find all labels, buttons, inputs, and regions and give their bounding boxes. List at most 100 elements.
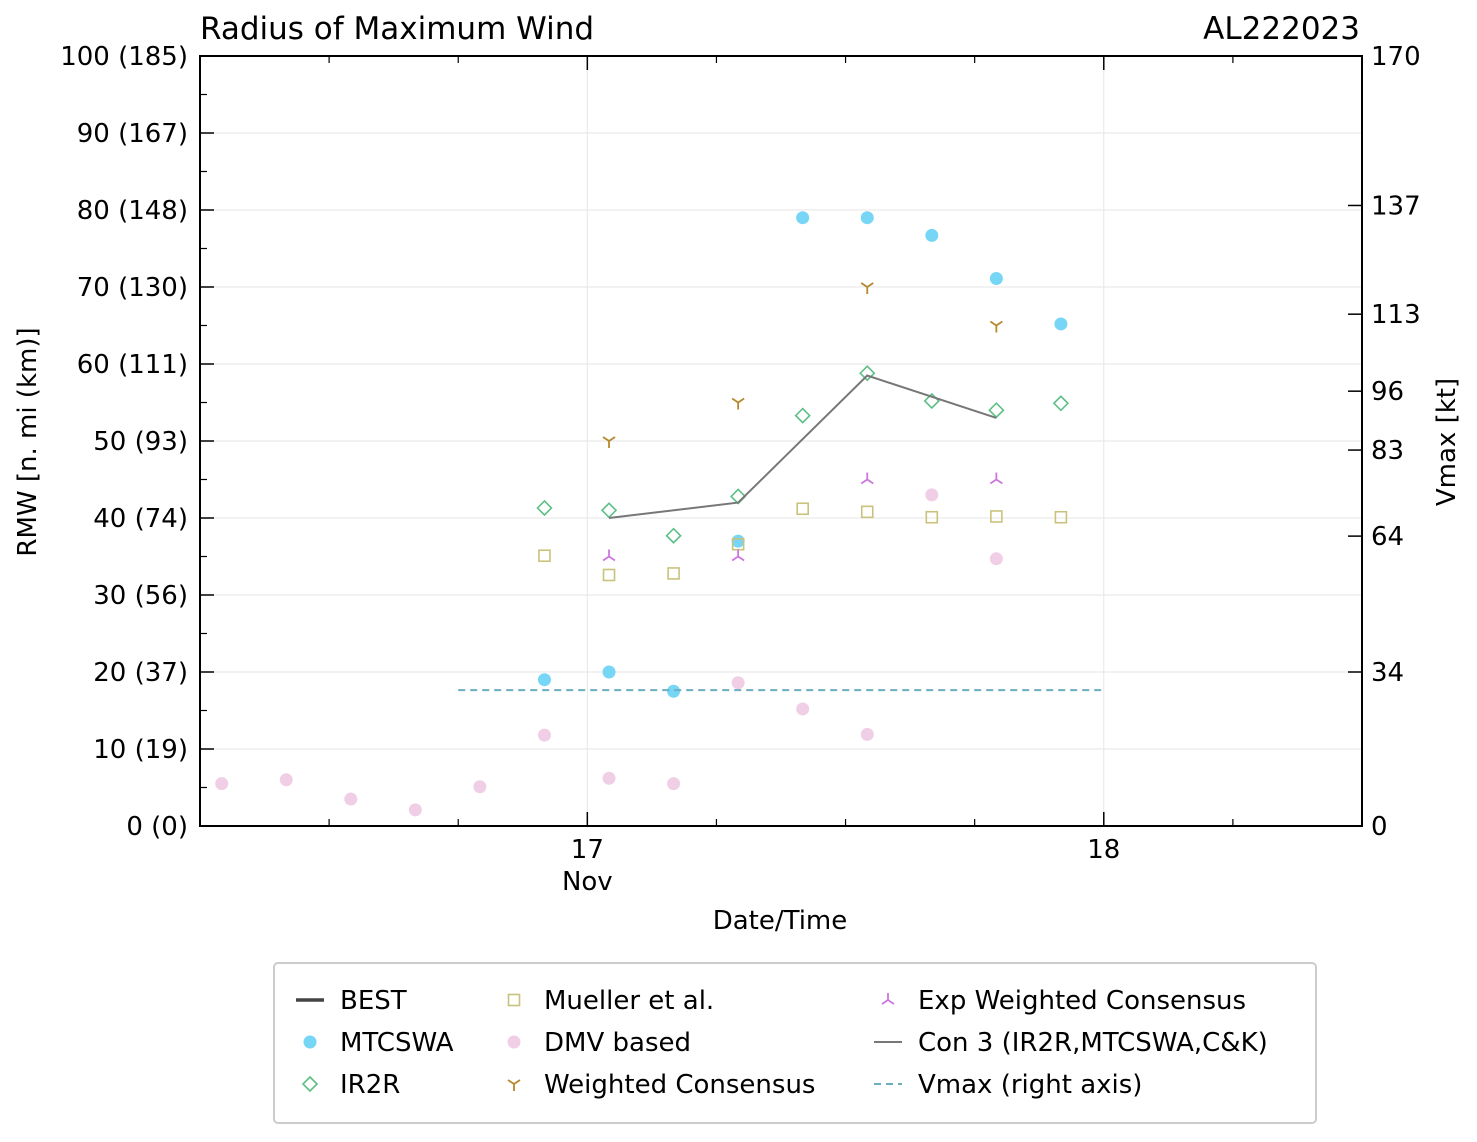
data-point-mueller-et-al (925, 510, 939, 524)
data-point-dmv-based (731, 676, 745, 690)
series-mueller-et-al (538, 502, 1068, 582)
legend-item-mueller-et-al: Mueller et al. (507, 986, 714, 1016)
y2-tick-label: 137 (1371, 191, 1421, 221)
legend-label: MTCSWA (340, 1028, 454, 1058)
x-tick-label: 17 (571, 835, 604, 865)
data-point-dmv-based (796, 702, 810, 716)
data-point-dmv-based (279, 773, 293, 787)
data-point-mueller-et-al (602, 568, 616, 582)
left-y-axis: 0 (0) 10 (19) 20 (37) 30 (56) 40 (74) 50 (93)… (60, 42, 214, 842)
data-point-mtcswa (796, 211, 810, 225)
data-point-mtcswa (731, 534, 745, 548)
data-point-mtcswa (537, 673, 551, 687)
data-point-ir2r (988, 402, 1005, 419)
y-tick-label: 70 (130) (77, 273, 188, 303)
data-point-weighted-consensus (860, 282, 874, 294)
data-point-mueller-et-al (796, 502, 809, 516)
data-point-mueller-et-al (538, 549, 551, 563)
legend-item-mtcswa: MTCSWA (303, 1028, 454, 1058)
data-point-ir2r (1052, 395, 1070, 412)
series-con-3-ir2r-mtcswa-c-k (608, 374, 997, 519)
y2-tick-label: 0 (1371, 812, 1388, 842)
data-point-dmv-based (473, 780, 487, 794)
y2-axis-label: Vmax [kt] (1432, 378, 1462, 506)
series-mtcswa (537, 211, 1068, 698)
data-point-mtcswa (667, 684, 681, 698)
legend-swatch (507, 1079, 521, 1091)
data-point-mtcswa (1054, 317, 1068, 331)
x-axis-label: Date/Time (713, 906, 848, 936)
data-point-mueller-et-al (860, 505, 874, 519)
series-dmv-based (215, 488, 1003, 817)
data-point-exp-weighted-consensus (989, 472, 1003, 485)
x-axis: 17 18 Nov (328, 56, 1234, 897)
y-tick-label: 100 (185) (60, 42, 188, 72)
data-point-weighted-consensus (989, 320, 1003, 333)
y-tick-label: 60 (111) (77, 350, 188, 380)
data-point-dmv-based (344, 792, 358, 806)
data-point-dmv-based (537, 728, 551, 742)
y-tick-label: 10 (19) (93, 735, 188, 765)
legend-swatch (303, 1035, 317, 1049)
data-point-mtcswa (602, 665, 616, 679)
data-point-ir2r (665, 527, 682, 544)
legend-swatch (507, 993, 521, 1007)
y2-tick-label: 96 (1371, 377, 1404, 407)
legend-item-ir2r: IR2R (301, 1070, 400, 1100)
data-point-ir2r (794, 407, 811, 424)
x-tick-sublabel: Nov (562, 867, 613, 897)
legend-box (273, 962, 1317, 1124)
series-exp-weighted-consensus (602, 472, 1003, 562)
data-point-weighted-consensus (731, 397, 745, 410)
legend-swatch (301, 1075, 319, 1093)
y2-tick-label: 113 (1371, 300, 1421, 330)
data-point-dmv-based (602, 771, 616, 785)
legend-swatch (507, 1035, 521, 1049)
x-tick-label: 18 (1087, 835, 1120, 865)
data-point-mueller-et-al (667, 567, 680, 580)
data-point-dmv-based (215, 777, 229, 791)
y-tick-label: 30 (56) (93, 581, 188, 611)
right-y-axis: 0 34 64 83 96 113 137 170 (1348, 42, 1421, 842)
legend-item-dmv-based: DMV based (507, 1028, 691, 1058)
y-tick-label: 90 (167) (77, 119, 188, 149)
legend: BEST MTCSWA IR2R Mueller et al. DMV based Wei… (273, 962, 1317, 1124)
y2-tick-label: 170 (1371, 42, 1421, 72)
storm-id-label: AL222023 (1203, 11, 1360, 47)
y2-tick-label: 64 (1371, 522, 1404, 552)
series-line-con-3-ir2r-mtcswa-c-k (608, 374, 997, 519)
grid-lines (200, 56, 1362, 826)
data-point-exp-weighted-consensus (731, 549, 745, 562)
data-point-exp-weighted-consensus (602, 549, 616, 562)
data-point-weighted-consensus (602, 436, 616, 448)
legend-label: Weighted Consensus (544, 1070, 815, 1100)
data-point-mtcswa (860, 211, 874, 225)
legend-label: Vmax (right axis) (918, 1070, 1142, 1100)
y2-tick-label: 34 (1371, 658, 1404, 688)
data-point-dmv-based (667, 777, 681, 791)
y2-tick-label: 83 (1371, 436, 1404, 466)
data-point-mtcswa (925, 228, 939, 242)
legend-item-vmax-right-axis: Vmax (right axis) (874, 1070, 1142, 1100)
data-point-dmv-based (925, 488, 939, 502)
data-point-ir2r (859, 365, 876, 382)
legend-label: Exp Weighted Consensus (918, 986, 1246, 1016)
data-point-dmv-based (989, 552, 1003, 566)
data-point-mtcswa (989, 272, 1003, 286)
y-tick-label: 50 (93) (93, 427, 188, 457)
y-tick-label: 80 (148) (77, 196, 188, 226)
data-series (215, 211, 1104, 817)
data-point-ir2r (600, 502, 618, 519)
legend-label: DMV based (544, 1028, 691, 1058)
data-point-ir2r (536, 499, 553, 517)
series-weighted-consensus (602, 282, 1003, 448)
legend-label: BEST (340, 986, 407, 1016)
legend-item-best: BEST (296, 986, 407, 1016)
legend-label: Con 3 (IR2R,MTCSWA,C&K) (918, 1028, 1268, 1058)
legend-item-exp-weighted-consensus: Exp Weighted Consensus (881, 986, 1246, 1016)
legend-item-weighted-consensus: Weighted Consensus (507, 1070, 815, 1100)
data-point-mueller-et-al (990, 510, 1003, 523)
y-axis-label: RMW [n. mi (km)] (13, 327, 43, 556)
legend-label: IR2R (340, 1070, 400, 1100)
